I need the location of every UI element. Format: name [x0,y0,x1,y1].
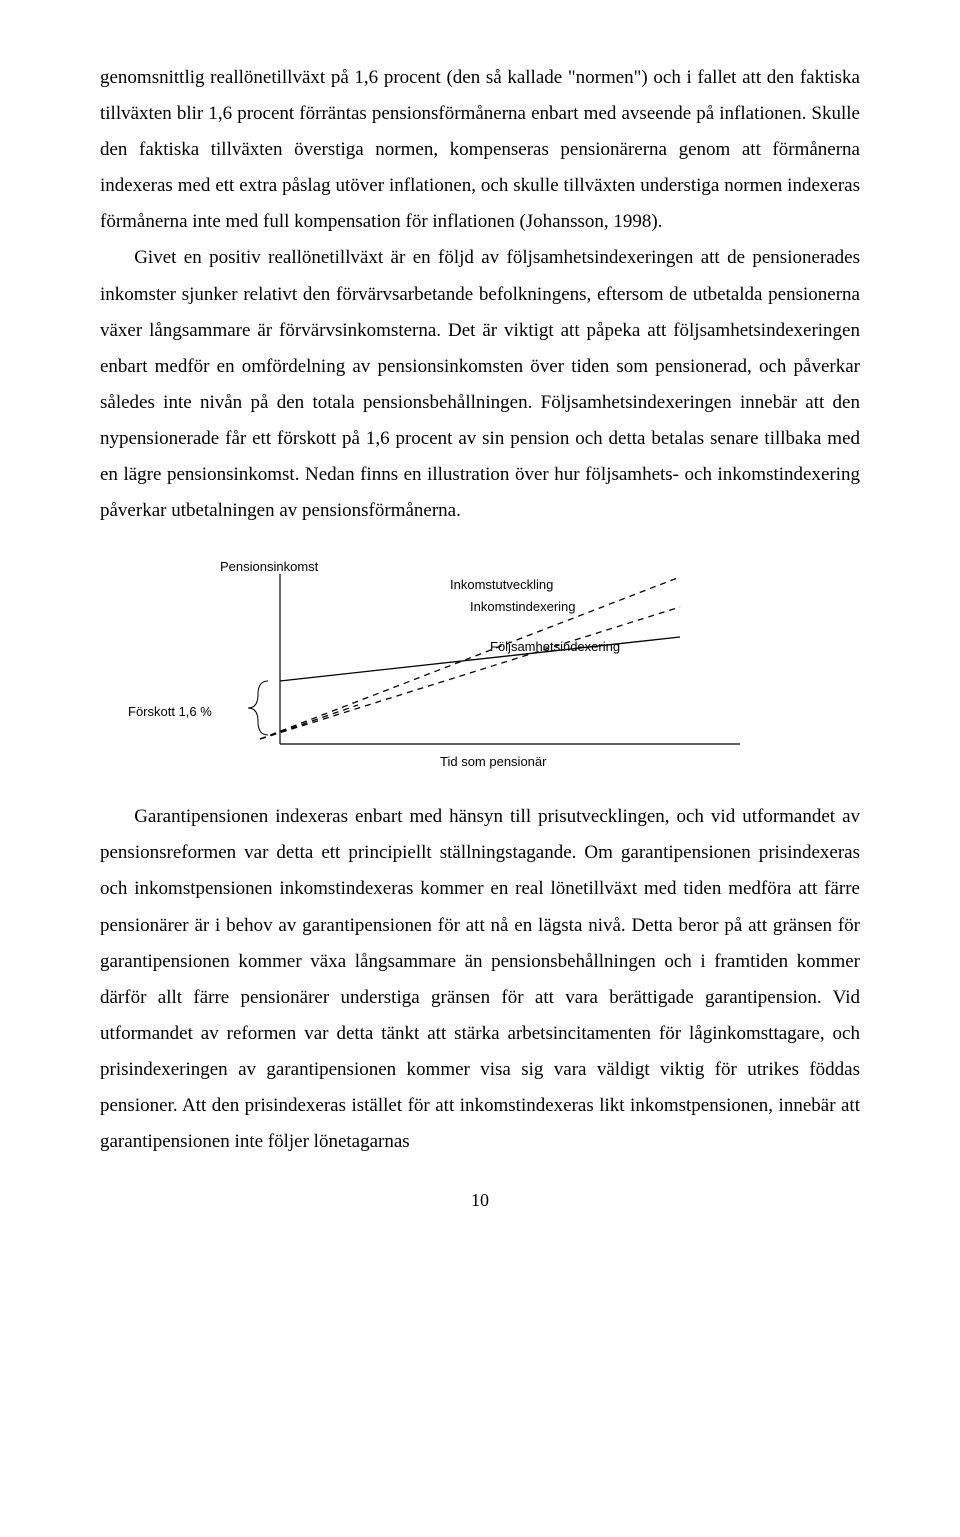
paragraph-2: Givet en positiv reallönetillväxt är en … [100,240,860,529]
line-inkomstutveckling-label: Inkomstutveckling [450,577,553,592]
y-axis-label: Pensionsinkomst [220,559,318,574]
page-container: genomsnittlig reallönetillväxt på 1,6 pr… [0,0,960,1251]
x-axis-label: Tid som pensionär [440,754,546,769]
paragraph-1: genomsnittlig reallönetillväxt på 1,6 pr… [100,60,860,240]
indexing-diagram: Pensionsinkomst Inkomstutveckling Inkoms… [100,559,860,779]
bracket-label: Förskott 1,6 % [128,704,212,719]
line-inkomstindexering-label: Inkomstindexering [470,599,576,614]
line-foljsamhet-label: Följsamhetsindexering [490,639,620,654]
paragraph-3: Garantipensionen indexeras enbart med hä… [100,799,860,1160]
page-number: 10 [100,1190,860,1211]
diagram-svg [100,559,860,779]
